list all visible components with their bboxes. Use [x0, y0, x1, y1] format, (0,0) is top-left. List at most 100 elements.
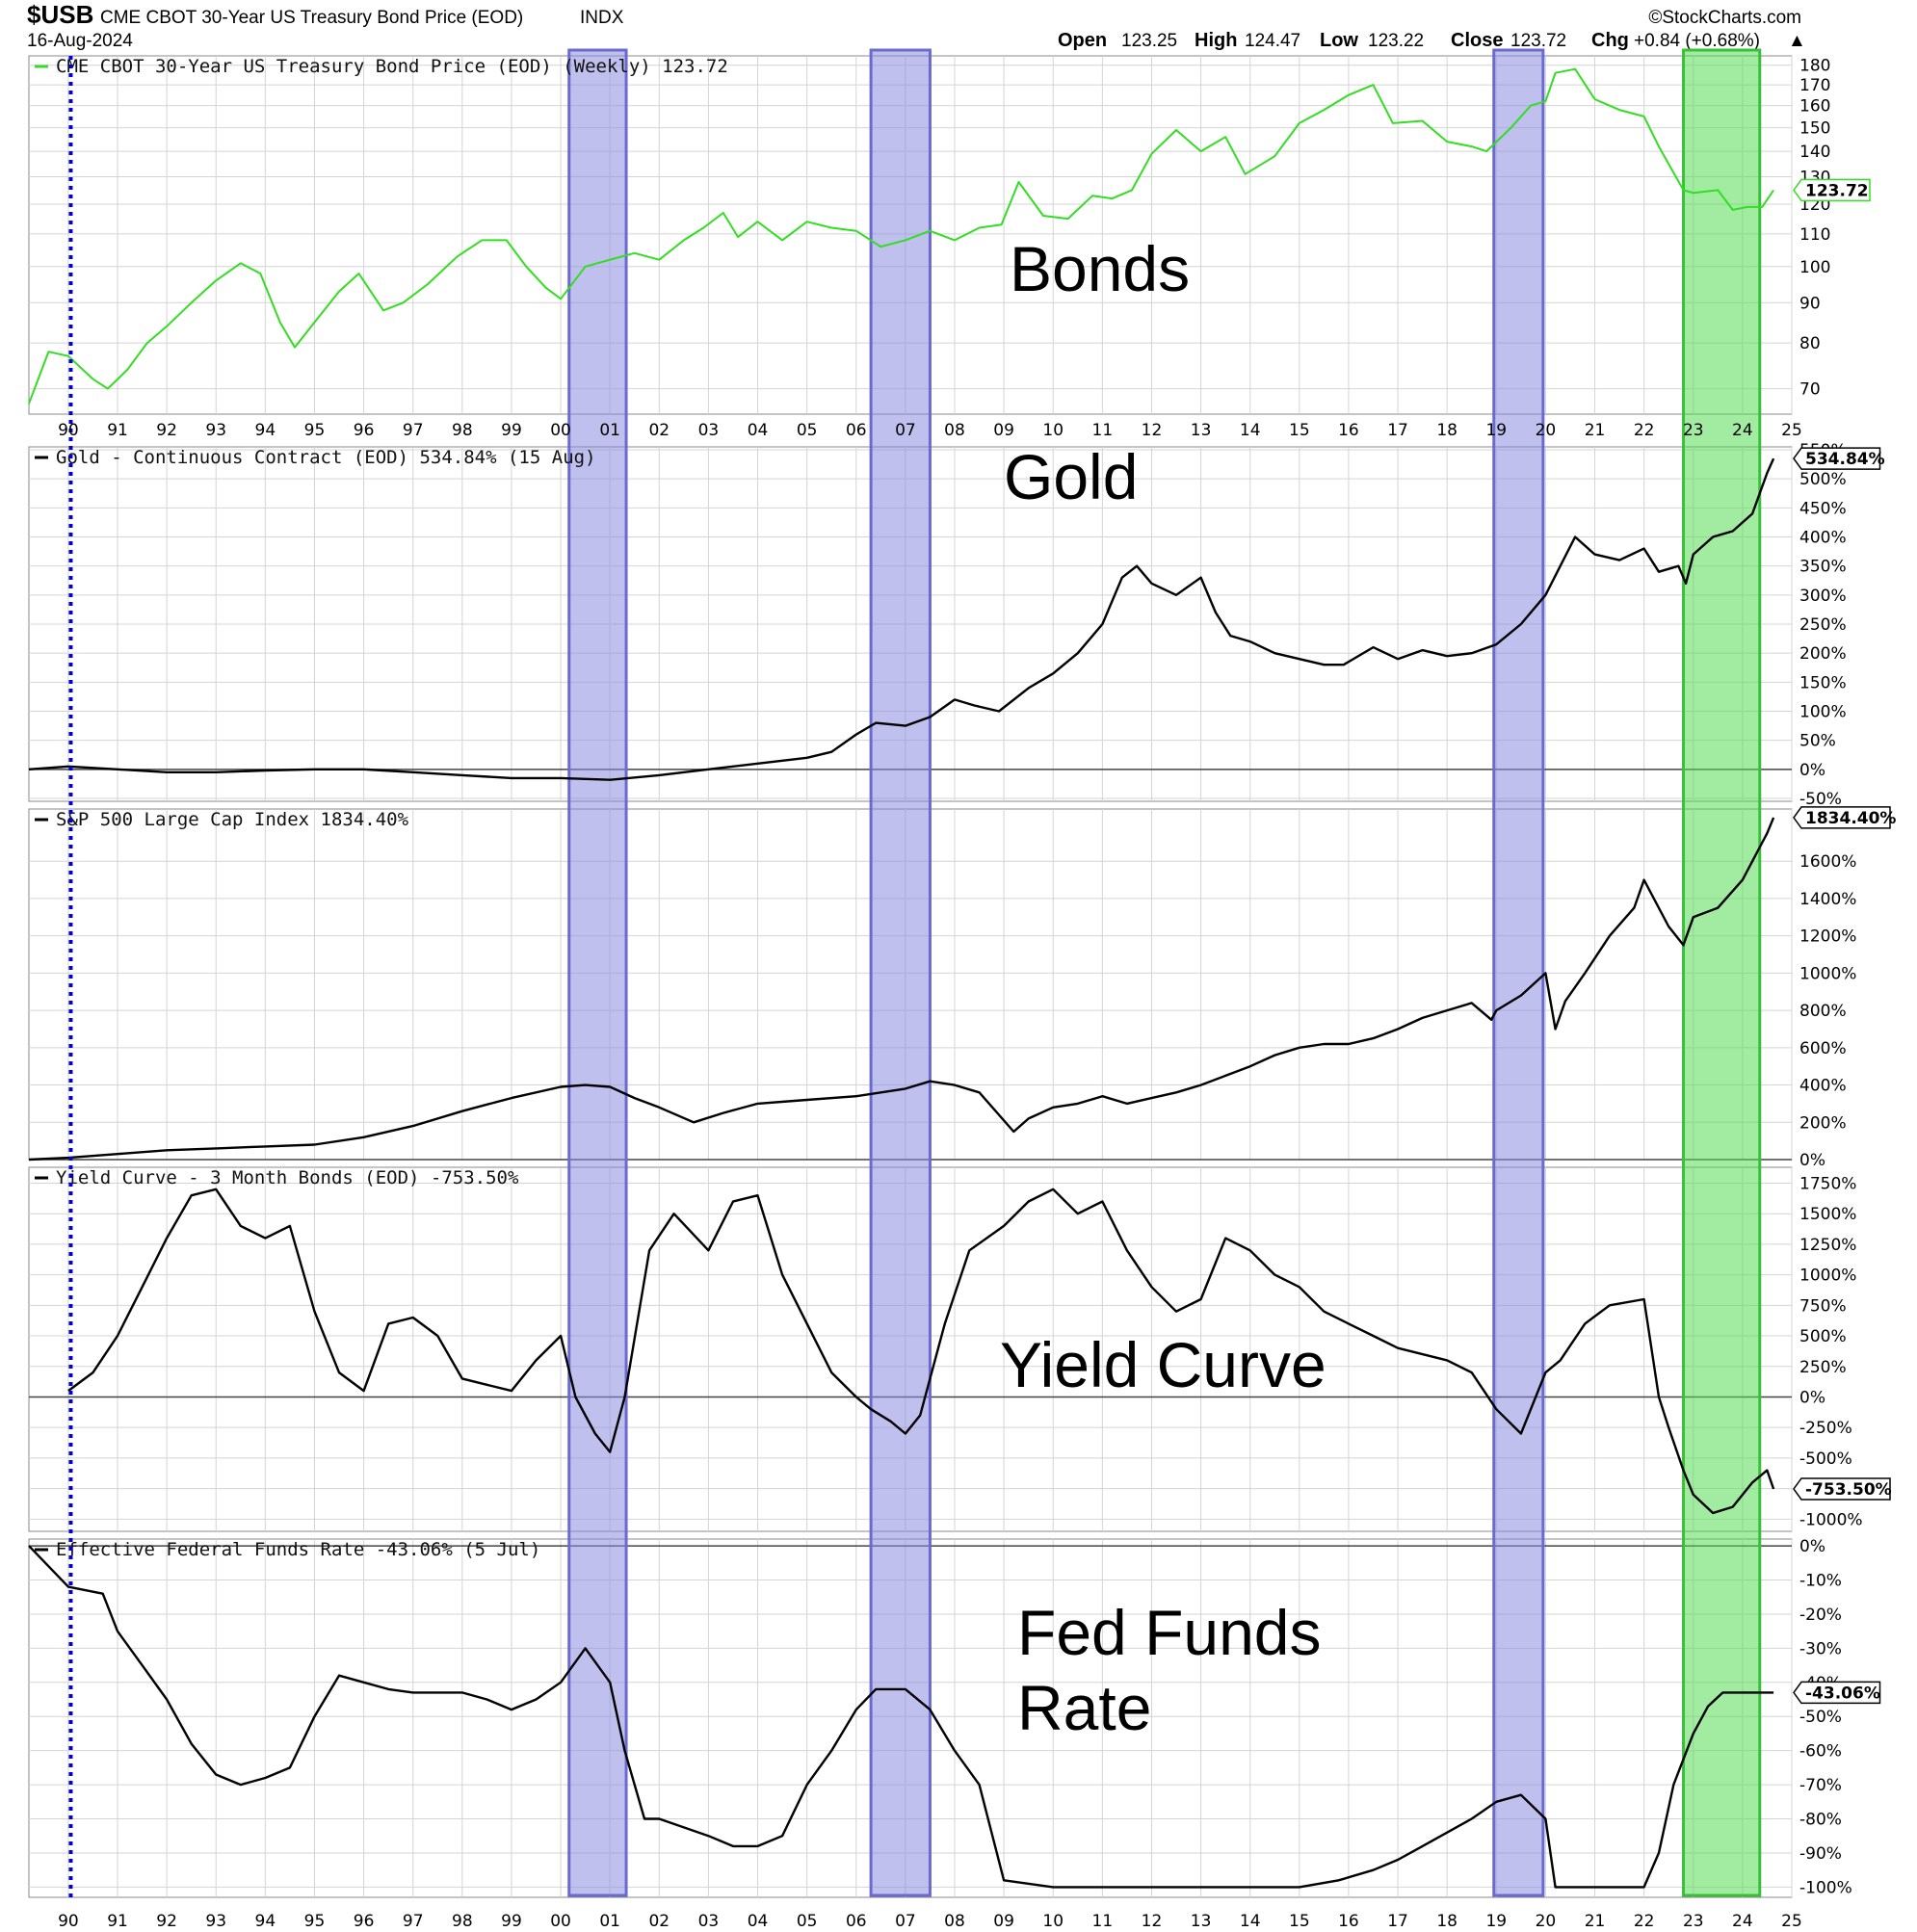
last-value-box [1793, 806, 1891, 829]
last-value-label: -753.50% [1805, 1480, 1892, 1500]
legend-text: Gold - Continuous Contract (EOD) 534.84%… [56, 447, 596, 468]
x-tick-label: 24 [1732, 1912, 1753, 1931]
y-tick-label: 500% [1799, 470, 1847, 489]
y-tick-label: 70 [1799, 380, 1821, 400]
chart-title: CME CBOT 30-Year US Treasury Bond Price … [100, 8, 523, 28]
panel-legend: Effective Federal Funds Rate -43.06% (5 … [35, 1539, 540, 1560]
x-tick-label: 10 [1042, 421, 1064, 440]
high-value: 124.47 [1245, 31, 1300, 51]
x-tick-label: 02 [648, 1912, 670, 1931]
x-axis-2: 90 91 92 93 94 95 96 97 98 99 00 01 02 03 04 05 06 07 08 09… [58, 1912, 1802, 1931]
y-tick-label: -50% [1799, 790, 1842, 809]
annotation-fed-funds: Fed Funds [1017, 1597, 1322, 1668]
y-tick-label: 1500% [1799, 1205, 1856, 1224]
y-tick-label: 170 [1799, 76, 1830, 95]
x-tick-label: 16 [1338, 421, 1359, 440]
x-tick-label: 97 [403, 421, 424, 440]
x-tick-label: 20 [1536, 1912, 1557, 1931]
last-value-box [1793, 1477, 1891, 1501]
y-tick-label: 0% [1799, 761, 1825, 780]
y-tick-label: 1750% [1799, 1174, 1856, 1193]
x-tick-label: 04 [748, 1912, 769, 1931]
annotation-rate: Rate [1017, 1672, 1151, 1743]
symbol-label: $USB [27, 0, 93, 29]
panel-3: 0% 200% 400% 600% 800% 1000% 1200% 1400% 1600% [28, 808, 1856, 1170]
date-label: 16-Aug-2024 [27, 31, 133, 51]
x-tick-label: 23 [1683, 1912, 1704, 1931]
current-period-band [1682, 48, 1762, 1897]
low-value: 123.22 [1368, 31, 1424, 51]
y-tick-label: 1250% [1799, 1236, 1856, 1255]
y-tick-label: 80 [1799, 334, 1821, 353]
y-tick-label: 200% [1799, 1113, 1847, 1133]
highlight-bands [567, 48, 1762, 1897]
x-axis-1: 90 91 92 93 94 95 96 97 98 99 00 01 02 03 04 05 06 07 08 09… [58, 421, 1802, 440]
y-tick-label: -100% [1799, 1878, 1852, 1897]
y-tick-label: 150 [1799, 119, 1830, 139]
x-tick-label: 07 [895, 1912, 916, 1931]
x-tick-label: 91 [107, 1912, 128, 1931]
chg-label: Chg [1591, 30, 1629, 51]
x-tick-label: 09 [993, 421, 1014, 440]
x-tick-label: 09 [993, 1912, 1014, 1931]
x-tick-label: 24 [1732, 421, 1753, 440]
y-tick-label: 1000% [1799, 964, 1856, 983]
last-value-box [1793, 1681, 1881, 1705]
x-tick-label: 12 [1142, 421, 1163, 440]
x-tick-label: 95 [304, 1912, 326, 1931]
x-tick-label: 96 [354, 1912, 375, 1931]
y-tick-label: 0% [1799, 1537, 1825, 1556]
x-tick-label: 01 [599, 421, 620, 440]
legend-text: Effective Federal Funds Rate -43.06% (5 … [56, 1539, 540, 1560]
y-tick-label: 750% [1799, 1296, 1847, 1316]
x-tick-label: 96 [354, 421, 375, 440]
recession-band [567, 48, 628, 1897]
y-tick-label: 400% [1799, 1077, 1847, 1096]
y-tick-label: -80% [1799, 1811, 1842, 1830]
last-value-box [1793, 447, 1881, 470]
x-tick-label: 90 [58, 421, 79, 440]
panel-4: -1000%-750%-500%-250%0%250%500%750%1000%… [28, 1166, 1863, 1532]
x-tick-label: 21 [1585, 421, 1606, 440]
y-tick-label: 1200% [1799, 927, 1856, 947]
y-tick-label: 1000% [1799, 1266, 1856, 1286]
y-tick-label: 450% [1799, 499, 1847, 518]
x-tick-label: 92 [156, 421, 177, 440]
y-tick-label: -30% [1799, 1639, 1842, 1658]
y-tick-label: -50% [1799, 1708, 1842, 1727]
close-label: Close [1451, 30, 1503, 51]
x-tick-label: 18 [1436, 1912, 1457, 1931]
x-tick-label: 13 [1191, 1912, 1212, 1931]
x-tick-label: 11 [1092, 1912, 1114, 1931]
x-tick-label: 06 [846, 1912, 867, 1931]
x-tick-label: 93 [205, 1912, 226, 1931]
x-tick-label: 05 [797, 1912, 818, 1931]
y-tick-label: 50% [1799, 732, 1836, 751]
last-value-tag: 534.84% [1793, 447, 1885, 470]
last-value-label: -43.06% [1805, 1684, 1880, 1703]
x-tick-label: 00 [550, 1912, 571, 1931]
last-value-tag: 123.72 [1793, 178, 1871, 202]
x-tick-label: 15 [1289, 421, 1310, 440]
y-tick-label: 100 [1799, 258, 1830, 277]
y-tick-label: 140 [1799, 143, 1830, 162]
x-tick-label: 22 [1634, 421, 1655, 440]
x-tick-label: 02 [648, 421, 670, 440]
y-tick-label: 0% [1799, 1388, 1825, 1407]
chart-panels: 708090100110120130140150160170180-50%0%5… [28, 55, 1863, 1898]
y-tick-label: 160 [1799, 97, 1830, 117]
exchange-label: INDX [580, 8, 624, 28]
series-line [28, 817, 1775, 1162]
series-line [67, 1188, 1775, 1515]
low-label: Low [1320, 30, 1358, 51]
x-tick-label: 06 [846, 421, 867, 440]
y-tick-label: -500% [1799, 1449, 1852, 1469]
panel-5: -100%-90%-80%-70%-60%-50%-40%-30%-20%-10… [28, 1537, 1852, 1898]
x-tick-label: 25 [1781, 1912, 1802, 1931]
x-tick-label: 97 [403, 1912, 424, 1931]
x-tick-label: 20 [1536, 421, 1557, 440]
y-tick-label: 110 [1799, 225, 1830, 245]
last-value-label: 1834.40% [1805, 809, 1896, 828]
x-tick-label: 19 [1485, 1912, 1507, 1931]
